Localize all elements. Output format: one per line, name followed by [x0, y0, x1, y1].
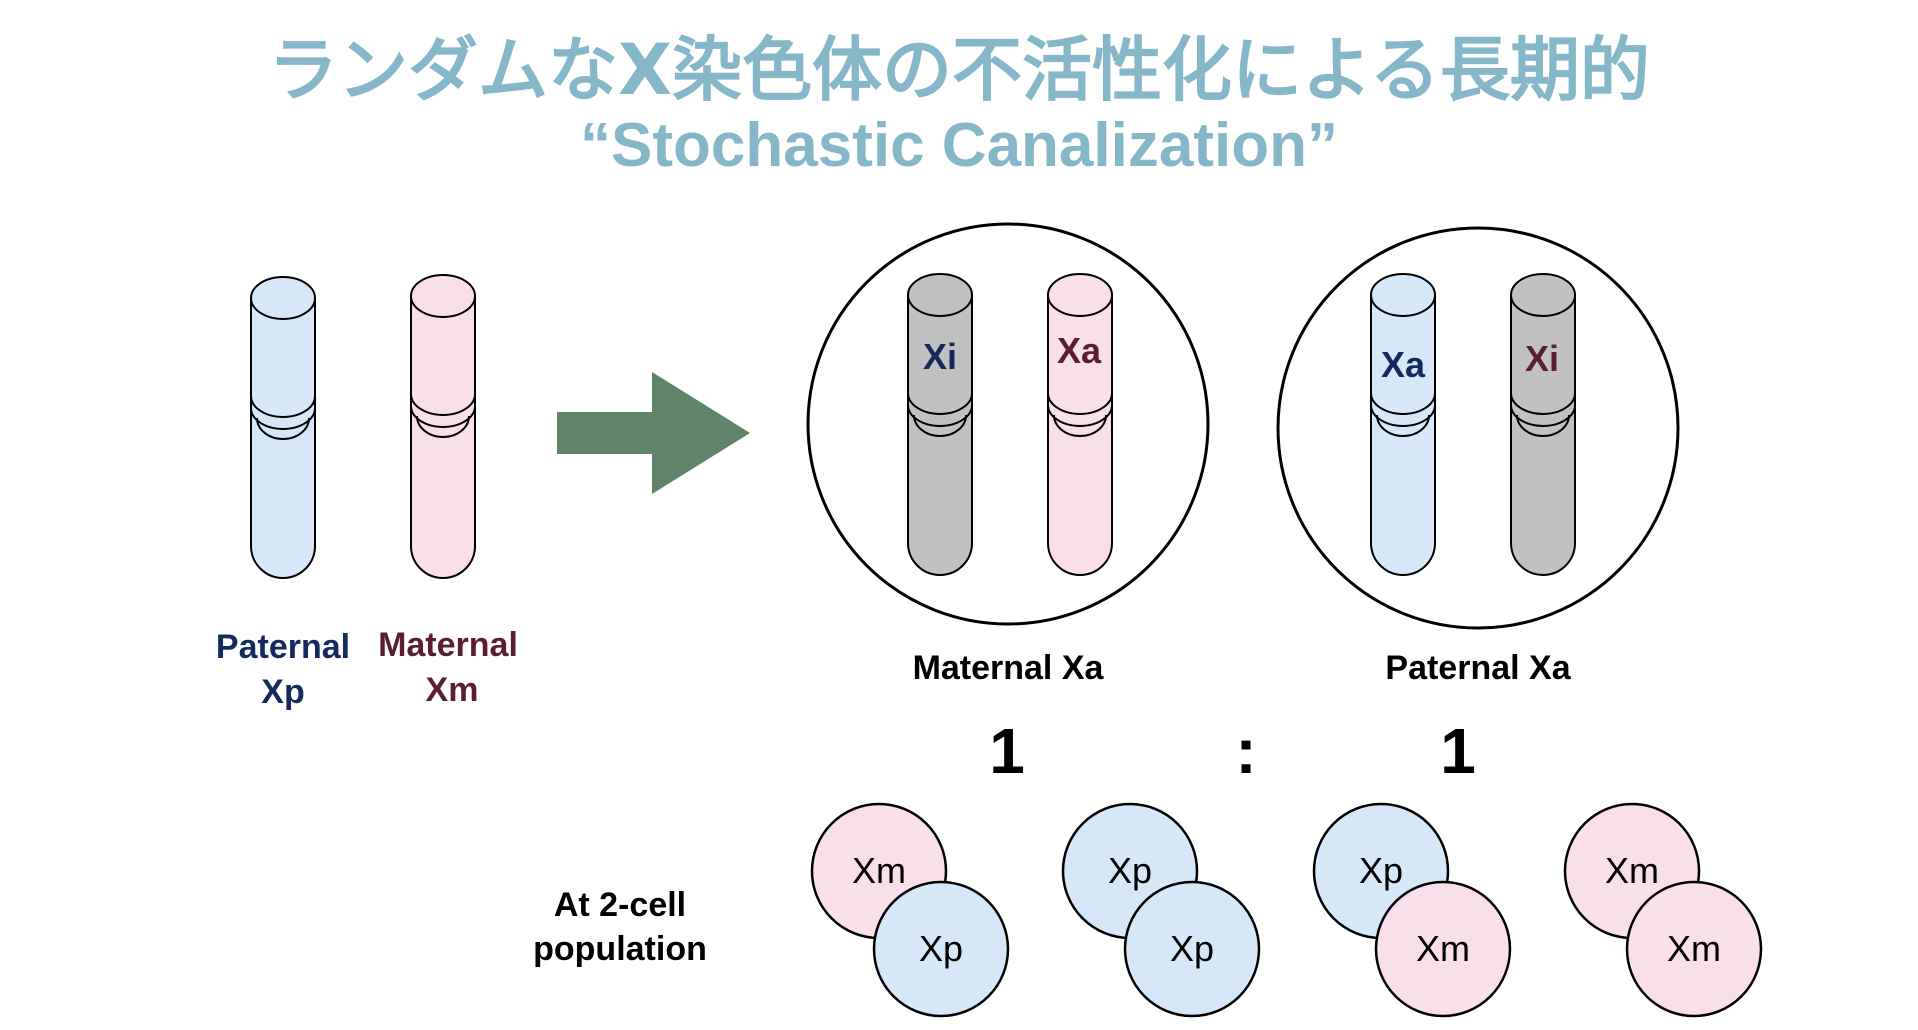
chromosome-active-maternal [1047, 273, 1113, 576]
population-label-line2: population [533, 930, 707, 968]
cell-front-label: Xm [1667, 928, 1721, 969]
chromosome-body [907, 404, 973, 576]
chromosome-cap [1510, 273, 1576, 317]
chromosome-body [250, 407, 316, 579]
chromosome-body [410, 405, 476, 579]
cell-paternal-xa: Xa Xi [1276, 226, 1680, 630]
cell-front-label: Xp [919, 928, 963, 969]
chromosome-band [250, 395, 316, 418]
chromosome-tag-xa: Xa [1381, 344, 1426, 385]
maternal-label: Maternal [378, 626, 518, 664]
cell-maternal-xa: Xi Xa [806, 222, 1210, 626]
chromosome-maternal [410, 274, 476, 579]
chromosome-body [1510, 404, 1576, 576]
title-stochastic-canalization: “Stochastic Canalization” [580, 111, 1338, 180]
caption-paternal-xa: Paternal Xa [1385, 649, 1571, 687]
right-arrow-icon [557, 372, 750, 494]
ratio-left-value: 1 [989, 715, 1025, 787]
chromosome-band [256, 417, 310, 440]
cell-front [872, 880, 1010, 1018]
chromosome-cap [907, 273, 973, 317]
ratio-right-value: 1 [1440, 715, 1476, 787]
title-japanese: ランダムなX染色体の不活性化による長期的 [268, 29, 1650, 111]
chromosome-inactive [1510, 273, 1576, 576]
chromosome-band [1370, 392, 1436, 415]
cell-back-label: Xm [1605, 850, 1659, 891]
chromosome-top-segment [1370, 294, 1436, 427]
chromosome-top-segment [1047, 294, 1113, 427]
cell-back-label: Xp [1359, 850, 1403, 891]
chromosome-tag-xi: Xi [1525, 338, 1559, 379]
chromosome-band [1516, 414, 1570, 437]
cell-front [1374, 880, 1512, 1018]
chromosome-band [410, 393, 476, 416]
chromosome-band [913, 414, 967, 437]
cell-back-label: Xm [852, 850, 906, 891]
chromosome-top-segment [410, 295, 476, 428]
cell-front [1625, 880, 1763, 1018]
chromosome-body [1370, 404, 1436, 576]
cell-pair: Xp Xp [1061, 802, 1261, 1018]
paternal-label: Paternal [216, 628, 350, 666]
chromosome-cap [1370, 273, 1436, 317]
chromosome-band [1047, 392, 1113, 415]
caption-maternal-xa: Maternal Xa [913, 649, 1105, 687]
ratio-separator: : [1235, 715, 1256, 787]
cell-outline-maternal-xa [806, 222, 1210, 626]
cell-pair: Xp Xm [1312, 802, 1512, 1018]
cell-outline-paternal-xa [1276, 226, 1680, 630]
chromosome-band [1510, 392, 1576, 415]
paternal-sub-label: Xp [261, 673, 304, 711]
chromosome-tag-xi: Xi [923, 336, 957, 377]
chromosome-cap [1047, 273, 1113, 317]
chromosome-tag-xa: Xa [1057, 330, 1102, 371]
cell-pair: Xm Xp [810, 802, 1010, 1018]
chromosome-cap [410, 274, 476, 318]
maternal-sub-label: Xm [426, 671, 479, 709]
cell-front-label: Xp [1170, 928, 1214, 969]
cell-front-label: Xm [1416, 928, 1470, 969]
chromosome-top-segment [1510, 294, 1576, 427]
chromosome-top-segment [907, 294, 973, 427]
chromosome-active-paternal [1370, 273, 1436, 576]
cell-front [1123, 880, 1261, 1018]
chromosome-band [416, 415, 470, 438]
population-label-line1: At 2-cell [554, 886, 686, 924]
chromosome-band [1053, 414, 1107, 437]
chromosome-band [1376, 414, 1430, 437]
chromosome-inactive [907, 273, 973, 576]
chromosome-top-segment [250, 297, 316, 430]
cell-back-label: Xp [1108, 850, 1152, 891]
chromosome-cap [250, 276, 316, 320]
chromosome-band [907, 392, 973, 415]
chromosome-paternal [250, 276, 316, 579]
chromosome-body [1047, 404, 1113, 576]
